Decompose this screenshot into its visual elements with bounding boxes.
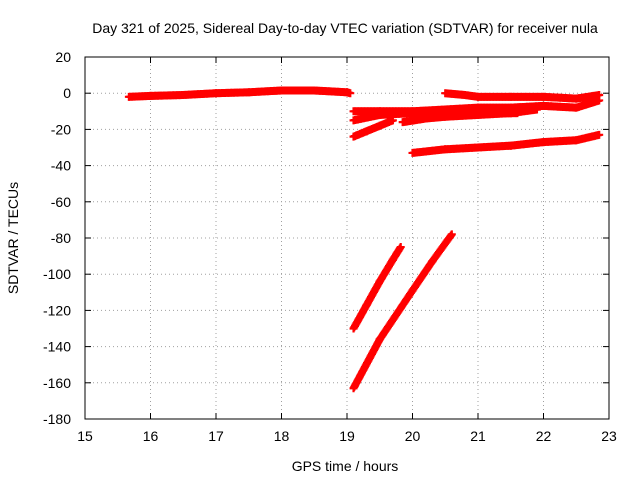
data-point [595,91,604,100]
y-tick-label: -160 [43,375,71,391]
data-series [349,116,397,141]
x-tick-label: 20 [405,428,421,444]
y-tick-label: -20 [51,121,71,137]
x-axis-label: GPS time / hours [292,458,399,474]
data-series [349,243,405,333]
data-point [532,105,541,114]
data-series [408,130,604,157]
data-point [388,116,397,125]
data-point [346,89,355,98]
x-tick-label: 17 [208,428,224,444]
y-tick-label: -100 [43,266,71,282]
y-tick-label: -60 [51,194,71,210]
data-series [441,89,604,103]
y-axis-label: SDTVAR / TECUs [5,182,21,294]
x-tick-label: 22 [536,428,552,444]
x-tick-label: 18 [274,428,290,444]
y-tick-label: -120 [43,302,71,318]
chart-title: Day 321 of 2025, Sidereal Day-to-day VTE… [92,20,598,36]
y-tick-label: 0 [63,85,71,101]
x-tick-label: 19 [339,428,355,444]
y-tick-label: 20 [55,49,71,65]
axis-ticks: 15 16 17 18 19 20 21 22 23 20 0 -20 -40 -60 -80 -100 -12… [43,49,617,444]
x-tick-label: 15 [77,428,93,444]
data-point [595,130,604,139]
y-tick-label: -140 [43,339,71,355]
grid-lines [85,57,609,419]
data-point [447,230,456,239]
x-tick-label: 21 [470,428,486,444]
x-tick-label: 23 [601,428,617,444]
y-tick-label: -40 [51,158,71,174]
data-point [396,243,405,252]
y-tick-label: -80 [51,230,71,246]
y-tick-label: -180 [43,411,71,427]
data-marks [124,86,604,393]
data-series [124,86,355,101]
x-tick-label: 16 [143,428,159,444]
data-series [398,105,541,127]
data-series [349,230,456,393]
